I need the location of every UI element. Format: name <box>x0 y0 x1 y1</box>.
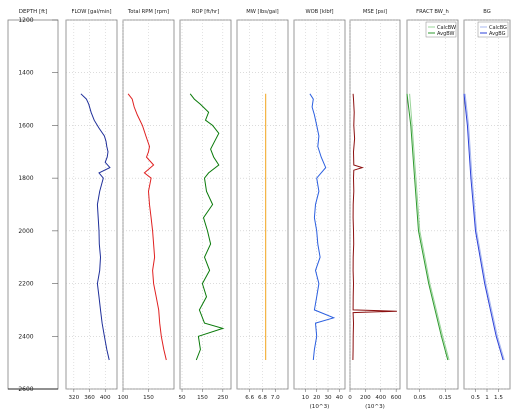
x-tick-label: 6.8 <box>258 395 267 401</box>
series-line-track-5 <box>352 93 397 361</box>
x-tick-label: 320 <box>69 395 80 401</box>
x-tick-label: 400 <box>375 395 386 401</box>
track-frame <box>65 19 118 390</box>
track-1: Total RPM [rpm] 100 150 <box>118 9 175 401</box>
series-line-calcbw <box>409 93 450 361</box>
depth-tick-label: 1600 <box>18 122 33 129</box>
track-title: WOB [klbf] <box>305 9 333 15</box>
track-frame <box>236 19 289 390</box>
track-title: MSE [psi] <box>363 9 387 15</box>
depth-track-frame <box>7 19 59 390</box>
legend-entry: CalcBG <box>489 25 507 31</box>
x-tick-label: 30 <box>324 395 332 401</box>
track-title: Total RPM [rpm] <box>127 9 169 15</box>
track-title: FLOW [gal/min] <box>71 9 111 15</box>
series-line-avgbg <box>463 93 504 361</box>
x-tick-label: 7.0 <box>271 395 280 401</box>
depth-tick-label: 1800 <box>18 175 33 182</box>
legend-entry: AvgBW <box>437 31 455 37</box>
series-line-track-1 <box>127 93 167 361</box>
depth-tick-label: 2000 <box>18 228 33 235</box>
x-tick-label: 600 <box>391 395 402 401</box>
track-0: FLOW [gal/min] 320 360 400 <box>65 9 118 401</box>
x-axis-multiplier: (10^3) <box>365 404 385 410</box>
track-3: MW [lbs/gal] 6.6 6.8 7.0 <box>236 9 289 401</box>
x-tick-label: 0.05 <box>414 395 427 401</box>
depth-tick-label: 2200 <box>18 281 33 288</box>
track-frame <box>349 19 401 390</box>
track-frame <box>179 19 232 390</box>
track-title: ROP [ft/hr] <box>192 9 219 15</box>
x-tick-label: 20 <box>313 395 321 401</box>
x-tick-label: 360 <box>84 395 95 401</box>
x-tick-label: 100 <box>118 395 129 401</box>
track-title: BG <box>483 9 491 15</box>
series-line-avgbw <box>406 93 449 361</box>
legend-entry: CalcBW <box>437 25 456 31</box>
x-tick-label: 150 <box>143 395 154 401</box>
x-tick-label: 200 <box>360 395 371 401</box>
x-tick-label: 250 <box>217 395 228 401</box>
depth-tick-label: 2400 <box>18 333 33 340</box>
depth-tick-label: 1400 <box>18 70 33 77</box>
track-title: MW [lbs/gal] <box>246 9 278 15</box>
x-axis-multiplier: (10^3) <box>310 404 330 410</box>
track-frame <box>293 19 346 390</box>
x-tick-label: 40 <box>336 395 344 401</box>
x-tick-label: 50 <box>178 395 186 401</box>
x-tick-label: 400 <box>100 395 111 401</box>
track-2: ROP [ft/hr] 50 150 250 <box>178 9 232 401</box>
x-tick-label: 0 <box>348 395 352 401</box>
series-line-track-0 <box>80 93 111 361</box>
x-tick-label: 10 <box>302 395 310 401</box>
track-4: WOB [klbf] 10 20 30 40 (10^3) <box>293 9 346 410</box>
x-tick-label: 1.5 <box>494 395 503 401</box>
series-line-track-4 <box>309 93 336 361</box>
track-5: MSE [psi] 0 200 400 600 (10^3) <box>348 9 402 410</box>
series-line-track-2 <box>189 93 225 361</box>
depth-axis-label: DEPTH [ft] <box>19 9 48 15</box>
x-tick-label: 150 <box>197 395 208 401</box>
x-tick-label: 0.15 <box>439 395 452 401</box>
x-tick-label: 0.5 <box>471 395 480 401</box>
track-frame <box>122 19 175 390</box>
track-frame <box>406 19 459 390</box>
depth-tick-label: 1200 <box>18 17 33 24</box>
track-frame <box>463 19 511 390</box>
track-title: FRACT BW_h <box>416 9 449 15</box>
x-tick-label: 6.6 <box>245 395 254 401</box>
x-tick-label: 1 <box>485 395 489 401</box>
legend-entry: AvgBG <box>489 31 506 37</box>
series-line-calcbg <box>464 93 505 361</box>
